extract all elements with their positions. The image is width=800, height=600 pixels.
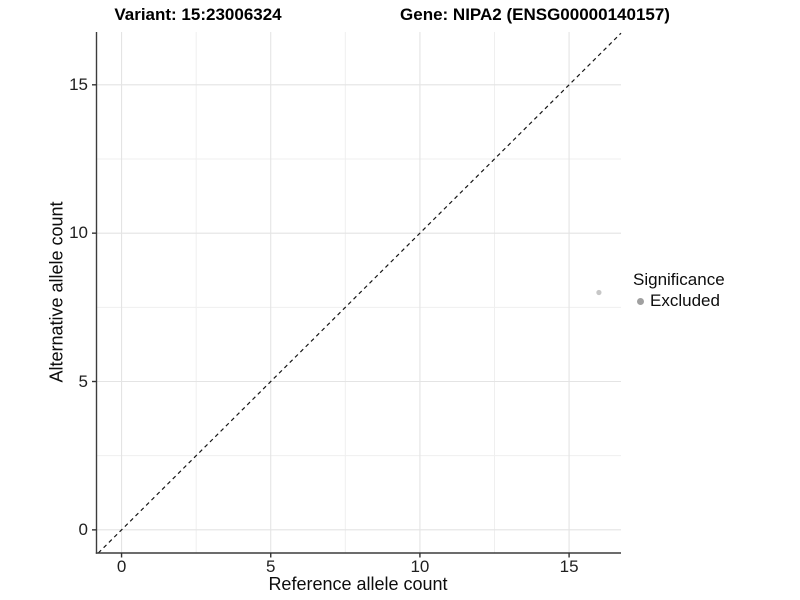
x-tick-label: 5	[266, 557, 276, 576]
legend-title: Significance	[633, 270, 725, 289]
y-tick-label: 10	[69, 223, 88, 243]
legend-item-label: Excluded	[650, 291, 720, 310]
data-point	[596, 289, 602, 296]
legend-point-swatch-icon	[637, 297, 644, 305]
legend: Significance Excluded	[633, 270, 725, 311]
y-tick-label: 15	[69, 74, 88, 94]
y-tick-label: 5	[78, 371, 88, 391]
identity-dashed-line	[97, 32, 622, 554]
y-tick-label: 0	[78, 519, 88, 539]
x-tick-label: 15	[559, 557, 579, 576]
y-axis-title: Alternative allele count	[46, 201, 67, 383]
x-axis-title: Reference allele count	[268, 574, 448, 594]
x-tick-label: 0	[116, 557, 127, 576]
x-tick-label: 10	[410, 557, 430, 576]
legend-items: Excluded	[633, 291, 725, 311]
legend-item: Excluded	[633, 291, 725, 311]
plot-title-gene: Gene: NIPA2 (ENSG00000140157)	[400, 5, 670, 24]
plot-title-variant: Variant: 15:23006324	[114, 5, 282, 24]
